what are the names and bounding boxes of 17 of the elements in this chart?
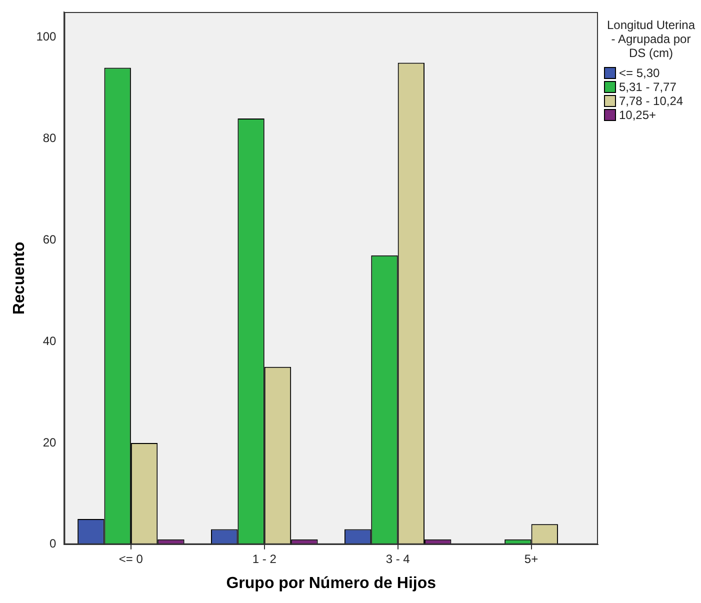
x-axis-title: Grupo por Número de Hijos (226, 574, 436, 592)
y-tick-label: 20 (42, 435, 57, 450)
legend-label: 7,78 - 10,24 (619, 94, 684, 108)
legend-label: <= 5,30 (619, 66, 660, 80)
y-axis-title: Recuento (11, 242, 28, 315)
y-tick-label: 40 (42, 334, 57, 348)
legend-label: 5,31 - 7,77 (619, 80, 676, 94)
x-tick-label: <= 0 (118, 552, 144, 566)
x-tick-label: 1 - 2 (252, 552, 277, 566)
legend-title: Longitud Uterina - Agrupada por DS (cm) (606, 18, 696, 60)
y-tick-label: 60 (42, 232, 57, 246)
y-tick-label: 80 (42, 131, 57, 146)
y-tick-label: 0 (50, 536, 57, 551)
x-tick-label: 3 - 4 (386, 552, 410, 566)
y-tick-label: 100 (36, 30, 57, 44)
legend-label: 10,25+ (619, 108, 656, 122)
x-tick-label: 5+ (524, 552, 538, 566)
